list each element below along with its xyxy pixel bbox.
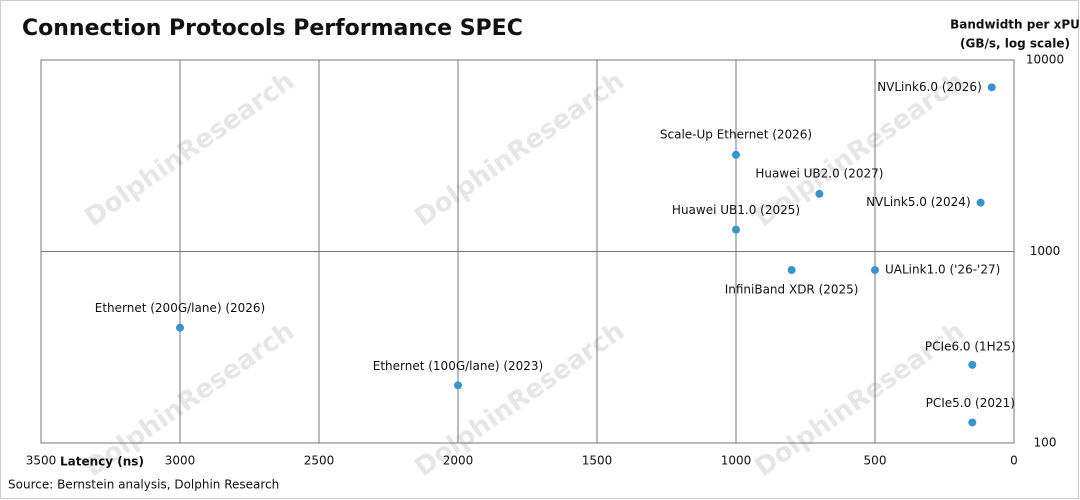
x-tick-label: 500 [864, 454, 887, 468]
point [968, 418, 977, 427]
point [732, 225, 740, 234]
y-axis-title: (GB/s, log scale) [960, 37, 1070, 51]
point-label: Ethernet (200G/lane) (2026) [95, 301, 266, 315]
point [815, 189, 824, 198]
point [871, 266, 879, 275]
point [968, 360, 977, 369]
x-tick-label: 2500 [304, 454, 335, 468]
y-tick-label: 10000 [1026, 53, 1064, 67]
point-label: NVLink5.0 (2024) [866, 195, 971, 209]
point [787, 266, 796, 275]
point-label: PCIe6.0 (1H25) [925, 339, 1016, 353]
x-tick-label: 1000 [721, 454, 752, 468]
point [454, 381, 462, 390]
point-label: PCIe5.0 (2021) [926, 396, 1015, 410]
x-tick-label: 0 [1010, 454, 1018, 468]
x-tick-label: 2000 [443, 454, 474, 468]
x-tick-label: 3500 [26, 454, 57, 468]
point-label: UALink1.0 ('26-'27) [885, 263, 1000, 277]
chart-title: Connection Protocols Performance SPEC [22, 16, 523, 41]
x-axis-title: Latency (ns) [60, 455, 144, 469]
y-tick-label: 100 [1034, 436, 1057, 450]
point-label: Scale-Up Ethernet (2026) [660, 127, 812, 141]
point-label: Ethernet (100G/lane) (2023) [373, 359, 544, 373]
point-label: InfiniBand XDR (2025) [725, 283, 859, 297]
y-tick-label: 1000 [1030, 244, 1061, 258]
point-label: Huawei UB2.0 (2027) [755, 166, 883, 180]
point [987, 83, 996, 92]
x-tick-label: 1500 [582, 454, 613, 468]
point [732, 150, 740, 159]
point-label: NVLink6.0 (2026) [877, 80, 982, 94]
x-tick-label: 3000 [165, 454, 196, 468]
point [176, 323, 184, 332]
source: Source: Bernstein analysis, Dolphin Rese… [8, 478, 279, 492]
point [976, 198, 985, 207]
point-label: Huawei UB1.0 (2025) [672, 203, 800, 217]
y-axis-title: Bandwidth per xPU [950, 18, 1080, 32]
